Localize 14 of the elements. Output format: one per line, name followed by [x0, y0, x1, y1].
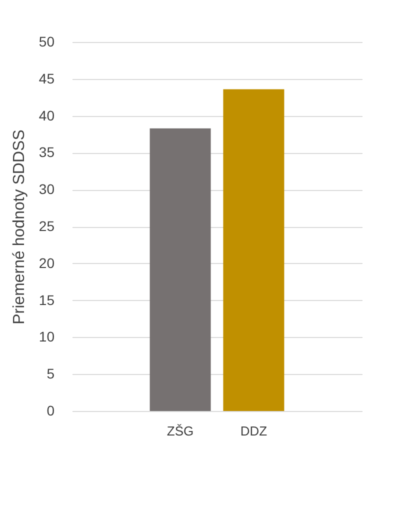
y-tick-label: 25 — [38, 218, 55, 234]
y-tick-label: 50 — [38, 34, 55, 50]
y-tick-label: 45 — [38, 70, 55, 86]
y-tick-label: 15 — [38, 292, 55, 308]
y-tick-label: 30 — [38, 181, 55, 198]
y-tick-label: 20 — [38, 254, 55, 271]
y-tick-label: 10 — [38, 328, 55, 345]
y-tick-label: 35 — [38, 144, 55, 160]
y-tick-label: 0 — [46, 402, 55, 418]
y-axis-title: Priemerné hodnoty SDDSS — [10, 130, 28, 324]
y-tick-label: 40 — [38, 107, 55, 124]
x-tick-label: ZŠG — [166, 424, 194, 438]
y-tick-label: 5 — [46, 366, 55, 382]
x-tick-label: DDZ — [240, 424, 268, 438]
